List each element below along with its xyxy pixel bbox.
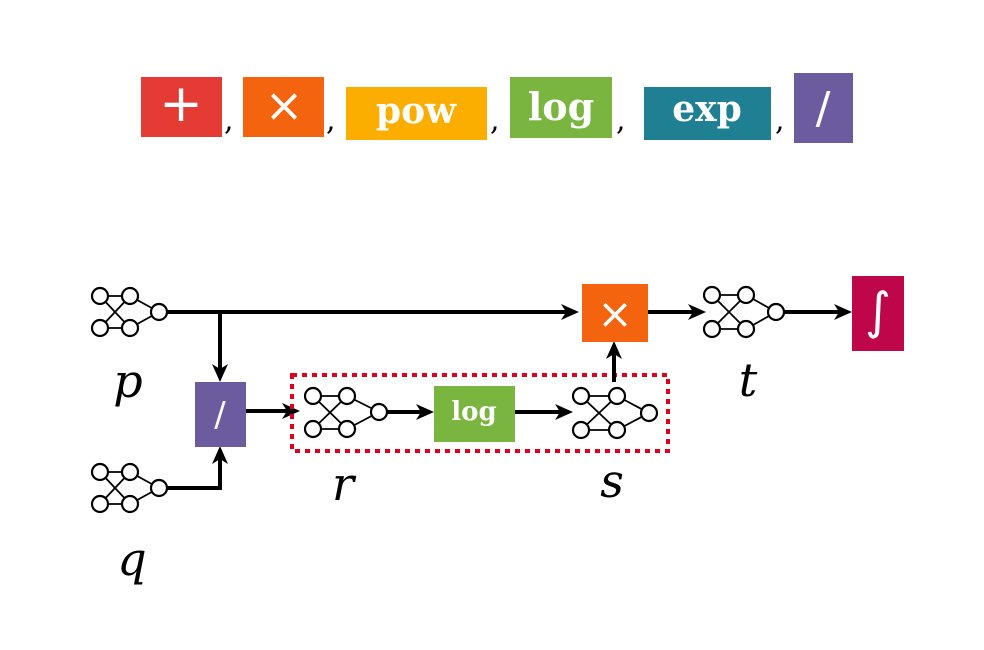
integral-op: ∫ bbox=[852, 276, 904, 351]
legend-exp: exp bbox=[644, 87, 771, 140]
multiply-op: × bbox=[582, 284, 648, 342]
legend-separator: , bbox=[326, 103, 336, 138]
legend-log: log bbox=[510, 77, 612, 138]
legend-divide-label: / bbox=[816, 83, 831, 134]
divide-op: / bbox=[195, 382, 246, 447]
legend-separator: , bbox=[224, 103, 234, 138]
variable-s: s bbox=[600, 454, 624, 508]
integral-op-box bbox=[852, 276, 904, 351]
legend-plus-label: + bbox=[159, 74, 203, 134]
network-icon-p bbox=[90, 286, 169, 338]
highlight-region bbox=[290, 373, 670, 453]
legend-plus: + bbox=[141, 74, 222, 137]
legend-pow: pow bbox=[346, 87, 487, 140]
legend-exp-box bbox=[644, 87, 771, 140]
legend-times: × bbox=[243, 77, 324, 137]
multiply-op-label: × bbox=[597, 289, 632, 338]
network-icon-t bbox=[702, 285, 786, 339]
log-op: log bbox=[434, 386, 515, 442]
legend-plus-box bbox=[141, 77, 222, 137]
variable-r: r bbox=[332, 457, 357, 511]
legend-log-box bbox=[510, 77, 612, 138]
multiply-op-box bbox=[582, 284, 648, 342]
legend-separator: , bbox=[616, 103, 626, 138]
legend-pow-label: pow bbox=[376, 90, 457, 132]
divide-op-box bbox=[195, 382, 246, 447]
legend-log-label: log bbox=[528, 84, 594, 129]
legend-divide-box bbox=[794, 73, 853, 143]
legend-exp-label: exp bbox=[672, 88, 742, 130]
network-icon-q bbox=[90, 462, 169, 514]
log-op-label: log bbox=[451, 397, 496, 427]
legend-times-box bbox=[243, 77, 324, 137]
legend-separator: , bbox=[775, 103, 785, 138]
legend-pow-box bbox=[346, 87, 487, 140]
legend-divide: / bbox=[794, 73, 853, 143]
operator-legend: + , × , pow , log , exp , / bbox=[141, 73, 853, 143]
network-icon-r bbox=[303, 386, 389, 439]
variable-t: t bbox=[739, 353, 758, 407]
divide-op-label: / bbox=[214, 395, 226, 435]
variable-p: p bbox=[113, 354, 142, 408]
legend-times-label: × bbox=[265, 78, 304, 132]
integral-op-label: ∫ bbox=[865, 282, 891, 340]
log-op-box bbox=[434, 386, 515, 442]
arrow-q-to-divide bbox=[167, 446, 228, 490]
legend-separator: , bbox=[490, 103, 500, 138]
variable-q: q bbox=[117, 532, 146, 586]
network-icon-s bbox=[571, 386, 659, 440]
